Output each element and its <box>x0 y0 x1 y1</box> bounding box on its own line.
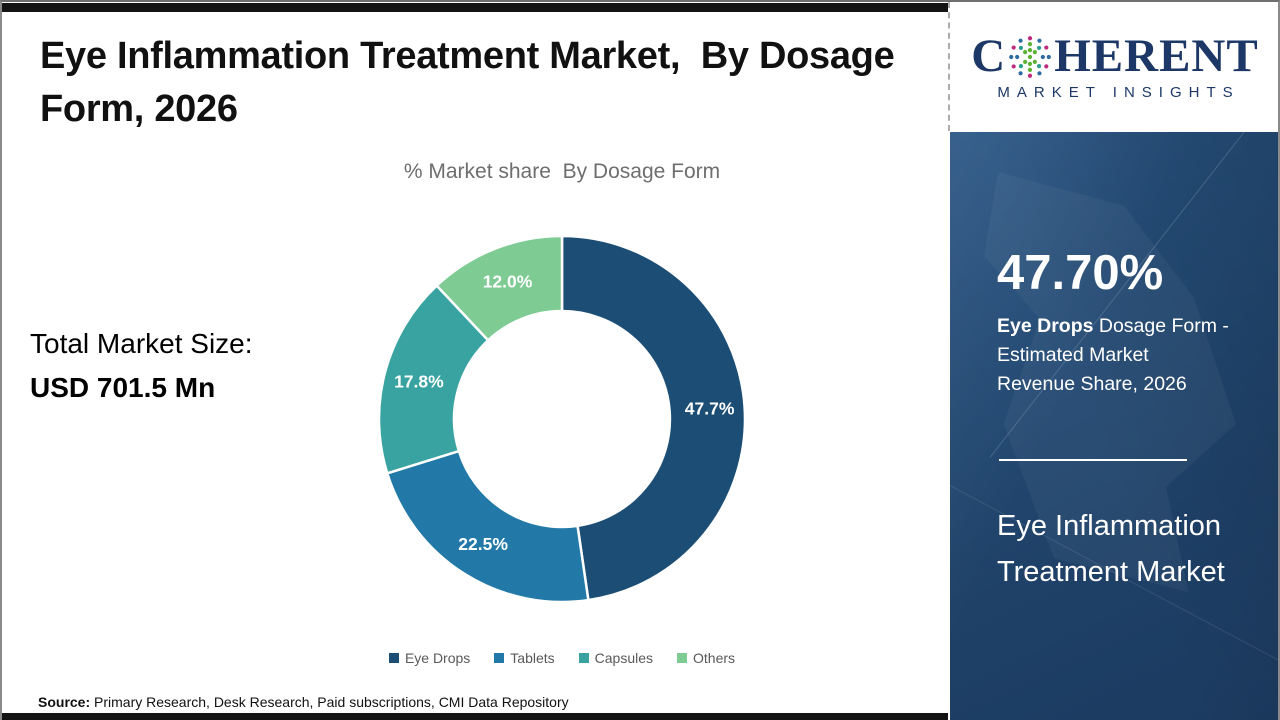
chart-title: % Market share By Dosage Form <box>403 160 721 183</box>
donut-slice-label: 17.8% <box>394 371 444 391</box>
legend-item-eye-drops: Eye Drops <box>388 650 471 666</box>
highlight-segment-name: Eye Drops <box>997 315 1094 337</box>
source-text: Primary Research, Desk Research, Paid su… <box>90 694 569 710</box>
highlight-description-line1: Eye Drops Dosage Form - <box>997 312 1257 341</box>
brand-logo: C HERENT MARKET INSIGHTS <box>950 2 1278 132</box>
highlight-description-line3: Revenue Share, 2026 <box>997 373 1187 395</box>
top-accent-bar <box>2 3 948 12</box>
brand-logo-tagline: MARKET INSIGHTS <box>997 84 1240 101</box>
legend-label: Tablets <box>510 650 555 666</box>
legend-label: Others <box>693 650 736 666</box>
panel-divider-line <box>999 459 1187 461</box>
donut-slice-label: 12.0% <box>483 271 533 291</box>
brand-logo-text-suffix: HERENT <box>1054 30 1259 82</box>
donut-slice-capsules <box>377 283 490 475</box>
legend-marker-icon <box>677 653 688 663</box>
highlight-side-panel: 47.70% Eye Drops Dosage Form - Estimated… <box>950 132 1278 720</box>
legend-item-capsules: Capsules <box>578 650 654 666</box>
dashed-divider <box>948 2 950 131</box>
donut-slice-eye-drops <box>560 234 747 602</box>
donut-slice-label: 22.5% <box>458 534 508 554</box>
source-note: Source: Primary Research, Desk Research,… <box>38 694 569 710</box>
brand-logo-wordmark: C HERENT <box>971 33 1258 80</box>
legend-marker-icon <box>578 653 589 663</box>
highlight-description: Eye Drops Dosage Form - Estimated Market… <box>997 312 1257 399</box>
donut-chart: 47.7% 22.5% 17.8% 12.0% <box>377 234 747 604</box>
donut-slice-label: 47.7% <box>685 398 735 418</box>
donut-slice-others <box>434 234 564 343</box>
legend-item-tablets: Tablets <box>494 650 555 666</box>
highlight-description-line2: Estimated Market <box>997 344 1149 366</box>
donut-slice-tablets <box>385 449 590 604</box>
coherent-logo-o-icon <box>1009 35 1052 78</box>
legend-marker-icon <box>494 653 505 663</box>
total-market-size: Total Market Size: USD 701.5 Mn <box>30 322 253 410</box>
brand-logo-text-prefix: C <box>971 30 1007 82</box>
legend-item-others: Others <box>677 650 735 666</box>
legend-label: Capsules <box>594 650 654 666</box>
highlight-line1-rest: Dosage Form - <box>1093 315 1229 337</box>
total-market-size-label: Total Market Size: <box>30 328 253 359</box>
source-label: Source: <box>38 694 91 710</box>
highlight-percentage: 47.70% <box>997 246 1164 300</box>
panel-texture <box>950 132 1278 720</box>
chart-legend: Eye Drops Tablets Capsules Others <box>282 648 842 668</box>
market-name: Eye Inflammation Treatment Market <box>997 503 1225 595</box>
market-name-line1: Eye Inflammation <box>997 510 1222 542</box>
legend-marker-icon <box>388 653 399 663</box>
bottom-accent-bar <box>2 713 948 720</box>
legend-label: Eye Drops <box>404 650 471 666</box>
page-title: Eye Inflammation Treatment Market, By Do… <box>40 35 905 130</box>
market-name-line2: Treatment Market <box>997 556 1225 588</box>
total-market-size-value: USD 701.5 Mn <box>30 372 216 403</box>
